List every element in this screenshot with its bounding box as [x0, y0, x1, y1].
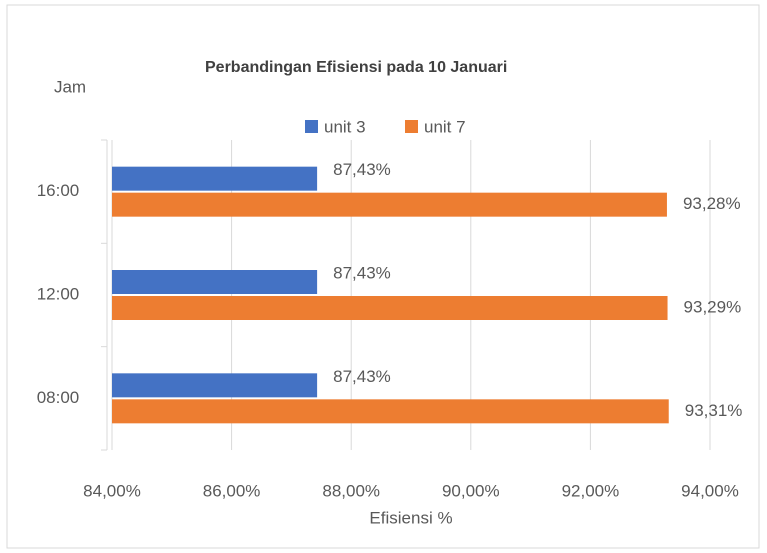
data-label: 93,29%: [684, 297, 742, 316]
x-axis-label: Efisiensi %: [369, 508, 452, 527]
data-label: 87,43%: [333, 160, 391, 179]
bar: [112, 399, 669, 424]
bar: [112, 166, 318, 191]
x-tick-label: 90,00%: [442, 481, 500, 500]
x-tick-label: 94,00%: [681, 481, 739, 500]
legend-swatch: [305, 120, 318, 133]
title-box: Perbandingan Efisiensi pada 10 Januari: [205, 59, 508, 76]
y-tick-label: 16:00: [37, 181, 80, 200]
legend-label: unit 3: [324, 117, 366, 136]
x-tick-label: 88,00%: [322, 481, 380, 500]
x-tick-label: 86,00%: [203, 481, 261, 500]
data-label: 93,28%: [683, 194, 741, 213]
bar: [112, 270, 318, 294]
bar: [112, 373, 318, 398]
y-tick-label: 08:00: [37, 388, 80, 407]
bar: [112, 192, 667, 217]
bar: [112, 296, 668, 320]
data-label: 87,43%: [333, 263, 391, 282]
legend-swatch: [405, 120, 418, 133]
y-axis-label: Jam: [54, 77, 86, 96]
chart-title: Perbandingan Efisiensi pada 10 Januari: [205, 59, 508, 76]
y-tick-label: 12:00: [37, 284, 80, 303]
data-label: 93,31%: [685, 401, 743, 420]
x-tick-label: 92,00%: [562, 481, 620, 500]
data-label: 87,43%: [333, 367, 391, 386]
x-tick-label: 84,00%: [83, 481, 141, 500]
legend-label: unit 7: [424, 117, 466, 136]
